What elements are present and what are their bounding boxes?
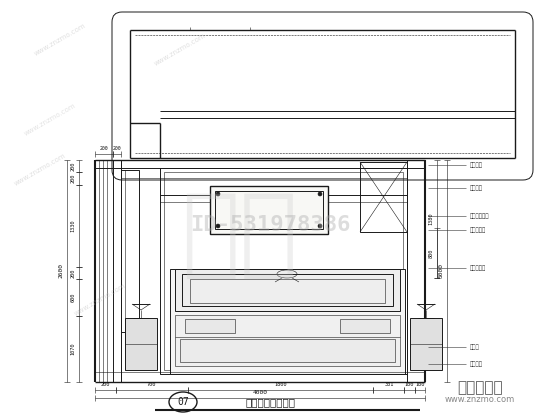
Bar [175, 315, 400, 366]
Text: 100: 100 [415, 383, 424, 388]
Text: 1380: 1380 [428, 213, 433, 225]
Text: 301: 301 [384, 383, 394, 388]
Bar [182, 274, 393, 306]
Bar [164, 172, 403, 370]
Text: 5000: 5000 [438, 263, 444, 278]
Text: 200: 200 [71, 268, 76, 278]
Text: 200: 200 [100, 147, 108, 152]
Text: 200: 200 [101, 383, 110, 388]
Text: www.znzmo.com: www.znzmo.com [73, 283, 127, 317]
Bar [190, 279, 385, 303]
Text: 07: 07 [177, 397, 189, 407]
Text: 女儿房背景立面图: 女儿房背景立面图 [245, 397, 295, 407]
Circle shape [318, 224, 322, 228]
Bar [410, 318, 442, 370]
Text: 踢脚线: 踢脚线 [470, 344, 480, 350]
Text: 1070: 1070 [71, 343, 76, 355]
Text: 定制欧式茶镜: 定制欧式茶镜 [470, 213, 489, 219]
Bar [360, 162, 407, 232]
Text: 实木饰条: 实木饰条 [470, 185, 483, 191]
Text: 知木: 知木 [181, 189, 298, 281]
Text: www.znzmo.com: www.znzmo.com [153, 33, 207, 67]
Bar [121, 170, 139, 332]
Text: www.znzmo.com: www.znzmo.com [13, 153, 67, 187]
Text: 白色乳胶漆: 白色乳胶漆 [470, 227, 486, 233]
Bar [340, 319, 390, 333]
Circle shape [216, 224, 220, 228]
Text: 实木踢脚: 实木踢脚 [470, 361, 483, 367]
Text: 100: 100 [405, 383, 414, 388]
Text: 2600: 2600 [58, 263, 63, 278]
Text: 800: 800 [428, 248, 433, 258]
Text: 700: 700 [147, 383, 156, 388]
Text: 1800: 1800 [274, 383, 287, 388]
Text: 1330: 1330 [71, 219, 76, 232]
Text: 4000: 4000 [253, 391, 268, 396]
Text: www.znzmo.com: www.znzmo.com [33, 23, 87, 57]
Text: 石膏线板: 石膏线板 [470, 162, 483, 168]
FancyBboxPatch shape [112, 12, 533, 180]
Circle shape [318, 192, 322, 196]
Text: 200: 200 [113, 147, 122, 152]
Text: www.znzmo.com: www.znzmo.com [445, 396, 515, 404]
Bar [215, 191, 323, 229]
Bar [170, 269, 405, 374]
Text: 200: 200 [71, 161, 76, 171]
Text: www.znzmo.com: www.znzmo.com [23, 103, 77, 137]
Text: 200: 200 [71, 174, 76, 183]
Circle shape [216, 192, 220, 196]
Text: 方向封板漆: 方向封板漆 [470, 265, 486, 270]
Bar [185, 319, 235, 333]
Text: 600: 600 [71, 293, 76, 302]
Text: 知木资料库: 知木资料库 [457, 381, 503, 396]
Bar [160, 168, 407, 374]
Text: ID-531978386: ID-531978386 [190, 215, 350, 235]
Bar [125, 318, 157, 370]
Bar [180, 339, 395, 362]
Bar [210, 186, 328, 234]
Bar [175, 269, 400, 311]
